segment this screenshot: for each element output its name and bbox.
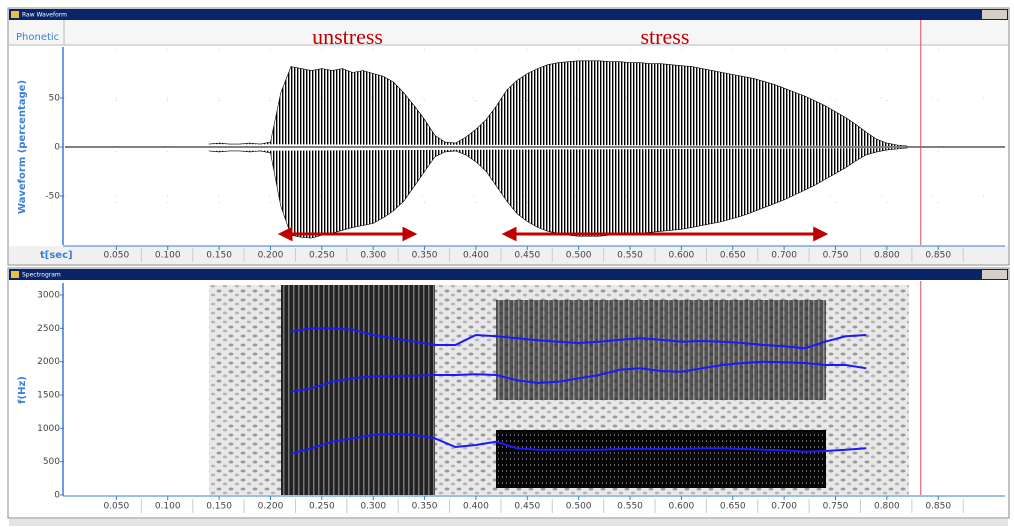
x-tick-label: 0.200 xyxy=(258,502,284,512)
x-tick-label: 0.400 xyxy=(463,502,489,512)
x-tick-label: 0.550 xyxy=(617,502,643,512)
x-tick-label: 0.700 xyxy=(771,251,797,261)
y-tick-label: 500 xyxy=(43,457,60,467)
x-tick-label: 0.800 xyxy=(874,251,900,261)
x-tick-label: 0.450 xyxy=(514,251,540,261)
x-tick-label: 0.850 xyxy=(925,502,951,512)
x-tick-label: 0.650 xyxy=(720,251,746,261)
x-tick-label: 0.450 xyxy=(514,502,540,512)
window-title: Raw Waveform xyxy=(22,12,67,19)
x-tick-label: 0.600 xyxy=(669,502,695,512)
x-tick-label: 0.750 xyxy=(823,502,849,512)
title-bar xyxy=(9,9,1008,20)
y-tick-label: 2000 xyxy=(37,357,60,367)
x-tick-label: 0.500 xyxy=(566,251,592,261)
x-tick-label: 0.300 xyxy=(360,502,386,512)
x-tick-label: 0.700 xyxy=(771,502,797,512)
y-tick-label: 1000 xyxy=(37,424,60,434)
x-tick-label: 0.250 xyxy=(309,502,335,512)
x-tick-label: 0.850 xyxy=(925,251,951,261)
x-tick-label: 0.100 xyxy=(155,251,181,261)
x-axis-label: t[sec] xyxy=(40,250,73,261)
x-tick-label: 0.400 xyxy=(463,251,489,261)
y-tick-label: 50 xyxy=(49,94,61,104)
x-tick-label: 0.100 xyxy=(155,502,181,512)
waveform-envelope xyxy=(208,60,908,147)
x-tick-label: 0.500 xyxy=(566,502,592,512)
y-tick-label: 1500 xyxy=(37,391,60,401)
app-icon xyxy=(11,11,19,18)
x-tick-label: 0.350 xyxy=(412,502,438,512)
window-controls[interactable] xyxy=(982,10,1007,19)
formant-track xyxy=(290,327,867,350)
x-tick-label: 0.200 xyxy=(258,251,284,261)
x-tick-label: 0.650 xyxy=(720,502,746,512)
scrollbar[interactable] xyxy=(9,519,1008,526)
formant-track xyxy=(290,432,867,455)
window-title: Spectrogram xyxy=(22,272,61,279)
y-tick-label: -50 xyxy=(45,192,60,202)
x-tick-label: 0.600 xyxy=(669,251,695,261)
tier-label[interactable]: Phonetic xyxy=(16,32,59,43)
spectrogram-energy xyxy=(496,300,826,400)
spectrogram-energy xyxy=(496,430,826,488)
formant-track xyxy=(290,360,867,393)
y-tick-label: 0 xyxy=(54,491,60,501)
annotation-text: unstress xyxy=(312,24,383,49)
y-tick-label: 0 xyxy=(54,143,60,153)
window-controls[interactable] xyxy=(982,270,1007,279)
x-tick-label: 0.050 xyxy=(103,502,129,512)
title-bar xyxy=(9,269,1008,280)
y-tick-label: 3000 xyxy=(37,291,60,301)
y-axis-label: f(Hz) xyxy=(17,376,28,404)
annotation-text: stress xyxy=(641,24,690,49)
x-tick-label: 0.300 xyxy=(360,251,386,261)
x-tick-label: 0.150 xyxy=(206,251,232,261)
y-axis-label: Waveform (percentage) xyxy=(17,80,28,214)
y-tick-label: 2500 xyxy=(37,324,60,334)
x-tick-label: 0.150 xyxy=(206,502,232,512)
x-tick-label: 0.350 xyxy=(412,251,438,261)
app-icon xyxy=(11,271,19,278)
x-tick-label: 0.750 xyxy=(823,251,849,261)
x-tick-label: 0.800 xyxy=(874,502,900,512)
x-tick-label: 0.550 xyxy=(617,251,643,261)
x-tick-label: 0.050 xyxy=(103,251,129,261)
tier-row xyxy=(9,20,1008,45)
x-tick-label: 0.250 xyxy=(309,251,335,261)
